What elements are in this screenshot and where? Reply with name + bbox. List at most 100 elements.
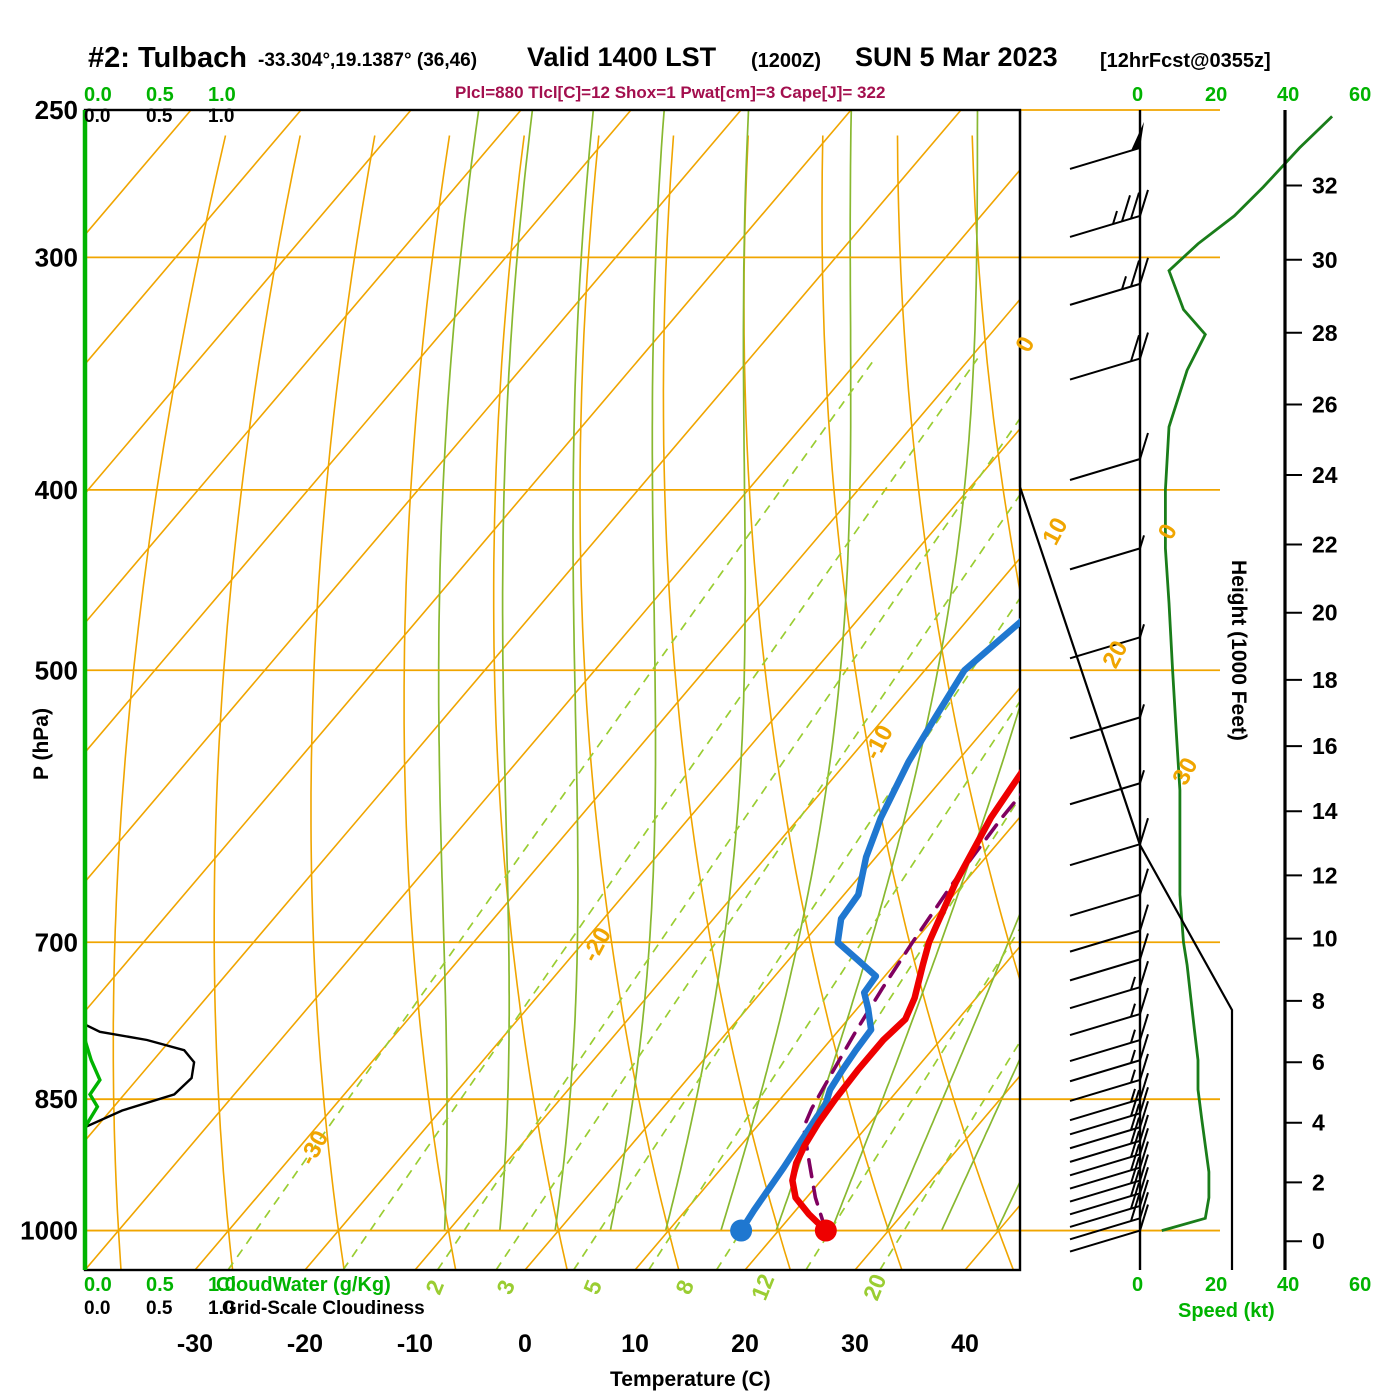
wind-barb — [1069, 868, 1149, 917]
dry-adiabat — [896, 135, 1020, 984]
mixing-ratio-label: 2 — [420, 1276, 449, 1298]
dry-adiabat-label: 0 — [1010, 332, 1040, 356]
isotherm — [85, 110, 412, 495]
isotherm — [85, 110, 962, 1142]
dry-adiabat — [213, 135, 301, 1270]
isotherm — [304, 427, 1020, 1270]
wind-barb — [1069, 704, 1145, 740]
isotherm — [85, 110, 192, 236]
isotherm — [634, 815, 1020, 1270]
mixing-ratio-line — [227, 358, 876, 1270]
height-tick-label: 20 — [1312, 600, 1338, 626]
mixing-ratio-line — [879, 1040, 1020, 1270]
valid-date: SUN 5 Mar 2023 — [855, 42, 1058, 72]
moist-adiabat — [940, 1056, 1020, 1231]
dry-adiabat — [492, 135, 568, 1270]
wind-barb — [1069, 535, 1145, 571]
surface-temperature-marker — [814, 1219, 837, 1242]
dry-adiabat-label: 10 — [1037, 513, 1073, 549]
mixing-ratio-label: 20 — [858, 1270, 892, 1303]
pressure-axis-label: P (hPa) — [30, 708, 53, 780]
station-coordinates: -33.304°,19.1387° (36,46) — [258, 50, 478, 71]
cloud-profiles — [82, 110, 196, 1270]
height-tick-label: 26 — [1312, 391, 1338, 417]
wind-barb — [1069, 1154, 1149, 1203]
pressure-tick-label: 1000 — [20, 1216, 78, 1246]
dry-adiabat — [403, 135, 457, 1270]
temperature-axis-label: Temperature (C) — [610, 1368, 771, 1391]
cloudiness-top-tick-2: 1.0 — [208, 106, 235, 127]
speed-top-tick-0: 0 — [1132, 84, 1144, 106]
parcel-curve — [801, 792, 1020, 1233]
cloudwater-profile — [83, 1039, 102, 1129]
speed-bottom-tick-1: 20 — [1205, 1274, 1228, 1296]
pressure-tick-label: 300 — [35, 242, 78, 272]
wind-barb — [1069, 987, 1149, 1036]
isotherm — [85, 110, 522, 625]
dry-adiabat-label: -20 — [577, 923, 617, 966]
cloudwater-top-tick-0: 0.0 — [84, 84, 112, 106]
pressure-tick-label: 400 — [35, 475, 78, 505]
height-tick-label: 22 — [1312, 531, 1338, 557]
height-tick-label: 32 — [1312, 173, 1338, 199]
dewpoint-curve — [737, 617, 1020, 1234]
height-tick-label: 18 — [1312, 667, 1338, 693]
cloudiness-bottom-tick-1: 0.5 — [146, 1298, 173, 1319]
wind-barb — [1069, 257, 1149, 306]
temperature-tick-label: 40 — [951, 1330, 979, 1358]
isotherm — [1185, 110, 1400, 1270]
cloudiness-bottom-tick-2: 1.0 — [208, 1298, 235, 1319]
pressure-tick-label: 250 — [35, 95, 78, 125]
wind-barb — [1069, 933, 1149, 982]
moist-adiabat — [498, 110, 534, 1231]
dry-adiabat — [743, 135, 903, 1270]
plot-frame — [83, 108, 1022, 1272]
station-title: #2: Tulbach — [88, 42, 247, 74]
isotherm — [85, 168, 1020, 1270]
moist-adiabat — [885, 911, 1020, 1231]
temperature-tick-label: -20 — [287, 1330, 323, 1358]
cloudwater-top-tick-1: 0.5 — [146, 84, 174, 106]
cloudiness-profile — [83, 1022, 196, 1129]
forecast-info: [12hrFcst@0355z] — [1100, 50, 1271, 72]
isotherm — [744, 945, 1020, 1270]
isotherm — [524, 686, 1020, 1270]
cloudwater-bottom-tick-0: 0.0 — [84, 1274, 112, 1296]
wind-barb — [1069, 960, 1149, 1010]
isotherm — [85, 110, 632, 754]
height-tick-label: 8 — [1312, 988, 1325, 1014]
moist-adiabat — [554, 110, 595, 1231]
height-tick-label: 14 — [1312, 798, 1338, 824]
wind-barb — [1069, 1114, 1149, 1163]
wind-barb — [1069, 332, 1149, 381]
dry-adiabat-label: 0 — [1153, 520, 1183, 544]
wind-barb — [1069, 189, 1149, 238]
isotherm — [85, 110, 852, 1013]
moist-adiabat — [720, 110, 853, 1231]
profile-curves — [730, 617, 1020, 1242]
wind-barb — [1069, 1100, 1149, 1150]
speed-top-tick-3: 60 — [1349, 84, 1372, 106]
dry-adiabat-label: -30 — [294, 1126, 334, 1169]
height-tick-label: 0 — [1312, 1228, 1325, 1254]
dry-adiabat-label: 30 — [1167, 753, 1203, 789]
dry-adiabat — [579, 135, 680, 1270]
speed-bottom-tick-3: 60 — [1349, 1274, 1372, 1296]
temperature-tick-label: -10 — [397, 1330, 433, 1358]
isobar-lines — [85, 109, 1220, 1232]
wind-barb — [1069, 1204, 1149, 1253]
pressure-tick-label: 500 — [35, 655, 78, 685]
mixing-ratio-line — [342, 358, 979, 1270]
wind-barb — [1069, 121, 1144, 170]
dry-adiabat — [662, 135, 792, 1270]
wind-barb — [1069, 817, 1149, 867]
sounding-indices: Plcl=880 Tlcl[C]=12 Shox=1 Pwat[cm]=3 Ca… — [455, 83, 886, 102]
moist-adiabat — [664, 110, 750, 1231]
wind-barb — [1069, 1013, 1149, 1062]
isotherm — [414, 557, 1020, 1270]
valid-time: Valid 1400 LST — [527, 42, 717, 72]
mixing-ratio-label: 8 — [670, 1276, 699, 1298]
height-tick-label: 16 — [1312, 733, 1338, 759]
mixing-ratio-line — [805, 926, 1020, 1270]
cloudwater-bottom-tick-2: 1.0 — [208, 1274, 236, 1296]
